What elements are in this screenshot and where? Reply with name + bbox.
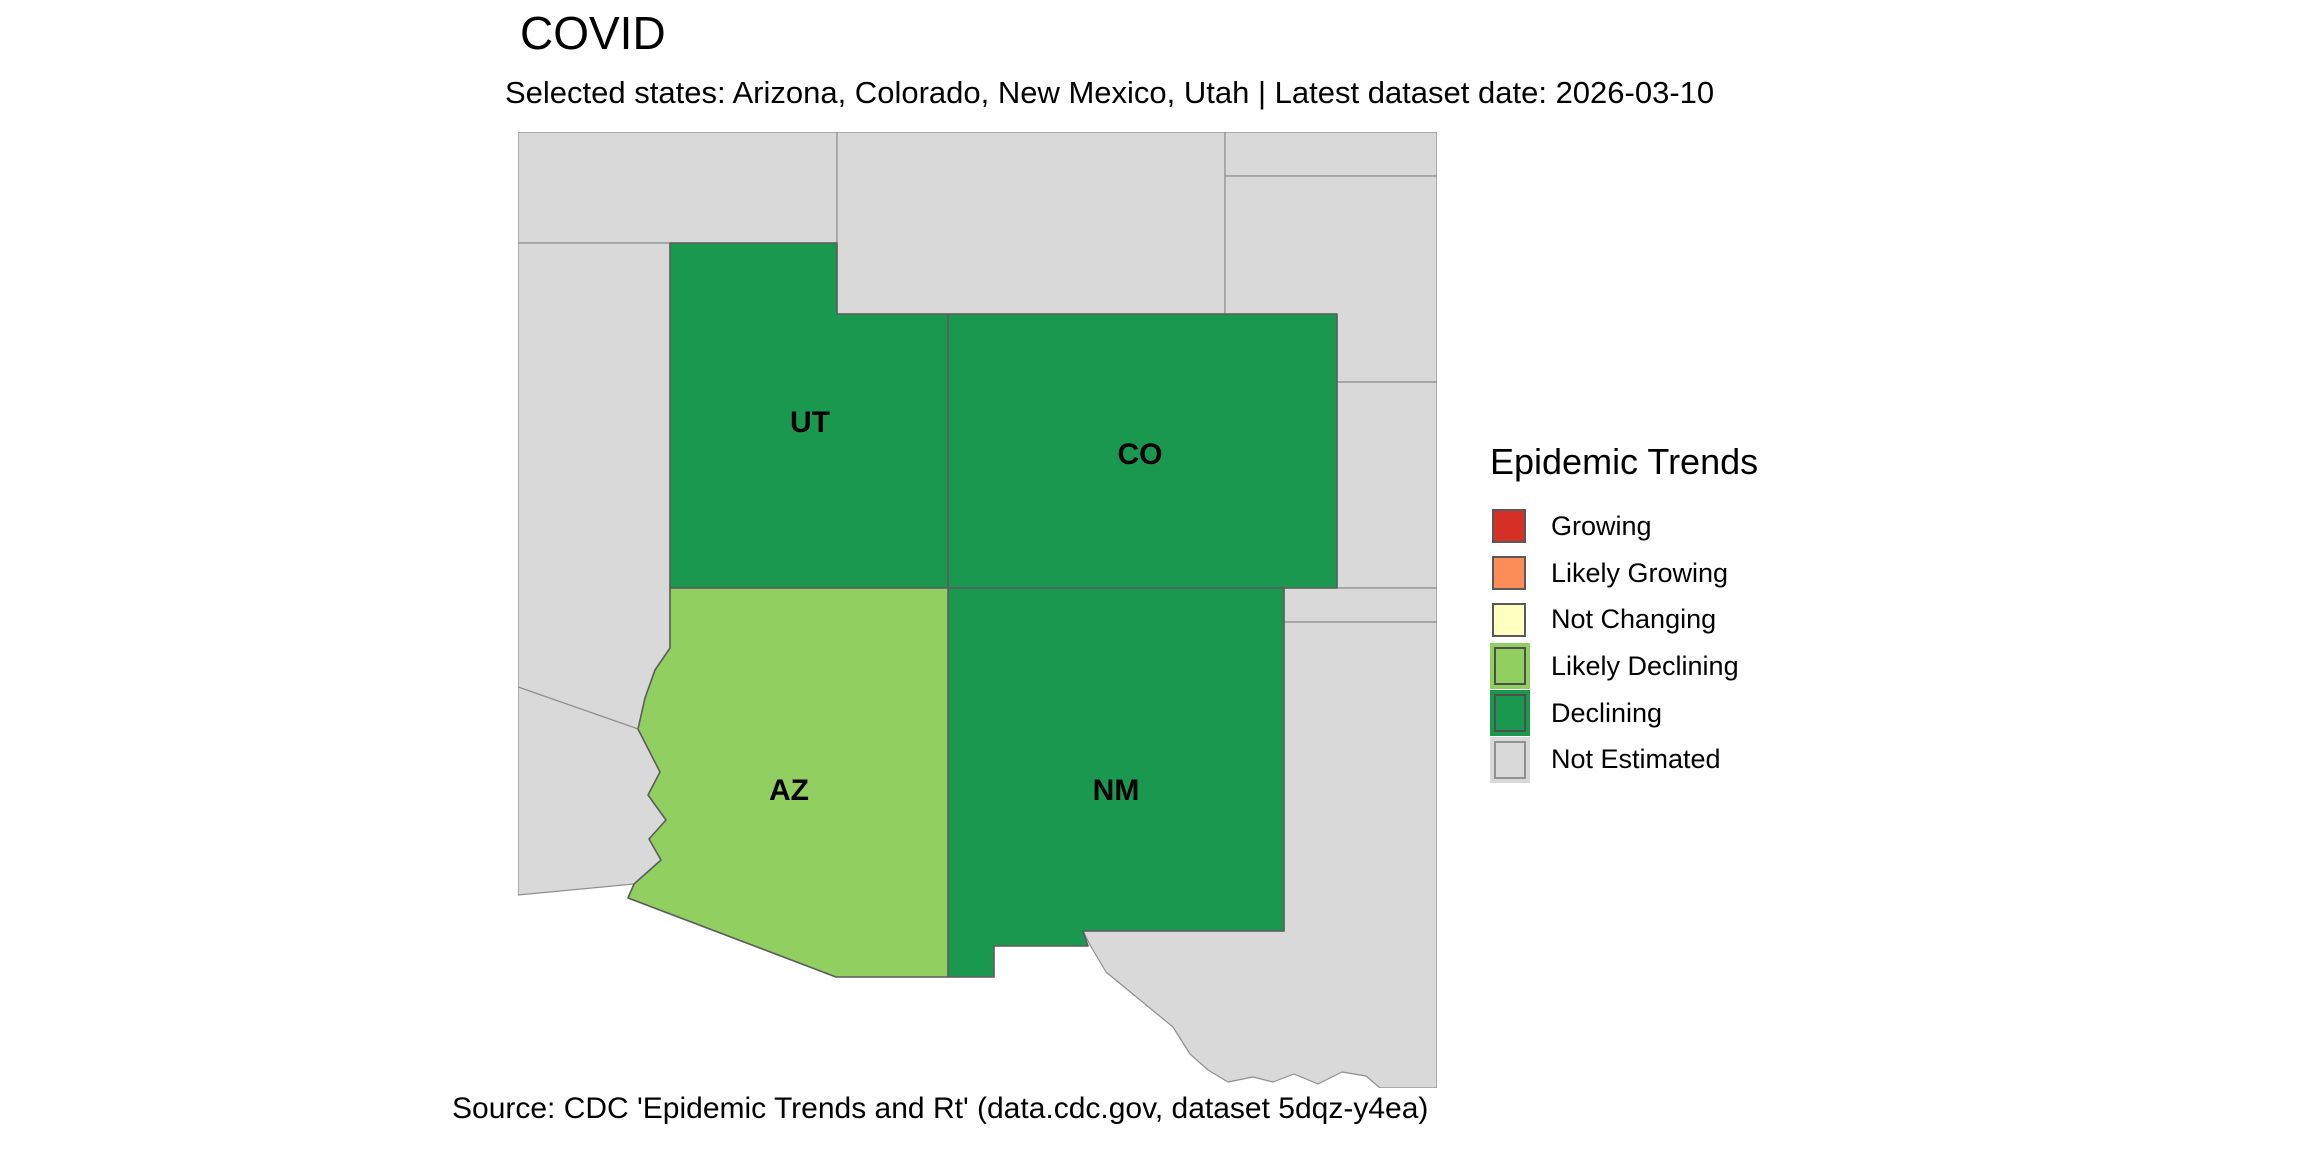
legend-item: Growing [1490,503,1758,550]
map-labels: UT CO AZ NM [769,406,1163,807]
swatch-fill [1490,736,1530,783]
legend-label: Not Changing [1551,604,1717,635]
legend-epidemic-trends: Epidemic Trends Growing Likely Growing Not… [1490,444,1758,783]
state-idaho [518,132,838,244]
state-label-co: CO [1118,438,1163,471]
legend-key-swatch [1490,597,1530,643]
state-new-mexico [947,587,1285,978]
legend-key-swatch [1490,736,1530,783]
plot-caption: Source: CDC 'Epidemic Trends and Rt' (da… [452,1092,1429,1125]
legend-item: Likely Growing [1490,550,1758,597]
swatch-border [1494,647,1526,686]
swatch-fill [1492,509,1526,544]
state-label-az: AZ [769,774,809,807]
swatch-fill [1490,643,1530,690]
swatch-border [1494,694,1526,733]
state-wyoming [836,132,1226,315]
legend-key-swatch [1490,503,1530,549]
state-texas [1082,621,1437,1088]
legend-label: Not Estimated [1551,744,1721,775]
plot-subtitle: Selected states: Arizona, Colorado, New … [505,75,1715,110]
legend-key-swatch [1490,550,1530,596]
legend-key-swatch [1490,643,1530,690]
swatch-border [1494,740,1526,779]
legend-item: Declining [1490,690,1758,737]
legend-item: Likely Declining [1490,643,1758,690]
state-label-nm: NM [1093,774,1140,807]
map-panel: UT CO AZ NM [518,132,1437,1088]
state-arizona [627,587,949,978]
state-oklahoma [1283,587,1437,623]
state-nevada [518,242,671,730]
legend-title: Epidemic Trends [1490,441,1759,482]
plot-title: COVID [520,7,666,59]
swatch-fill [1492,556,1526,591]
state-kansas [1336,381,1437,589]
legend-rows: Growing Likely Growing Not Changing Likely … [1490,503,1758,783]
legend-label: Growing [1551,510,1652,541]
state-label-ut: UT [790,406,830,439]
swatch-fill [1492,602,1526,637]
legend-key-swatch [1490,690,1530,737]
legend-label: Likely Growing [1551,557,1729,588]
swatch-fill [1490,690,1530,737]
state-colorado [947,313,1338,589]
legend-label: Likely Declining [1551,650,1739,681]
state-south-dakota [1224,132,1437,177]
legend-item: Not Changing [1490,596,1758,643]
legend-label: Declining [1551,697,1663,728]
map-regions [518,132,1437,1088]
legend-item: Not Estimated [1490,736,1758,783]
